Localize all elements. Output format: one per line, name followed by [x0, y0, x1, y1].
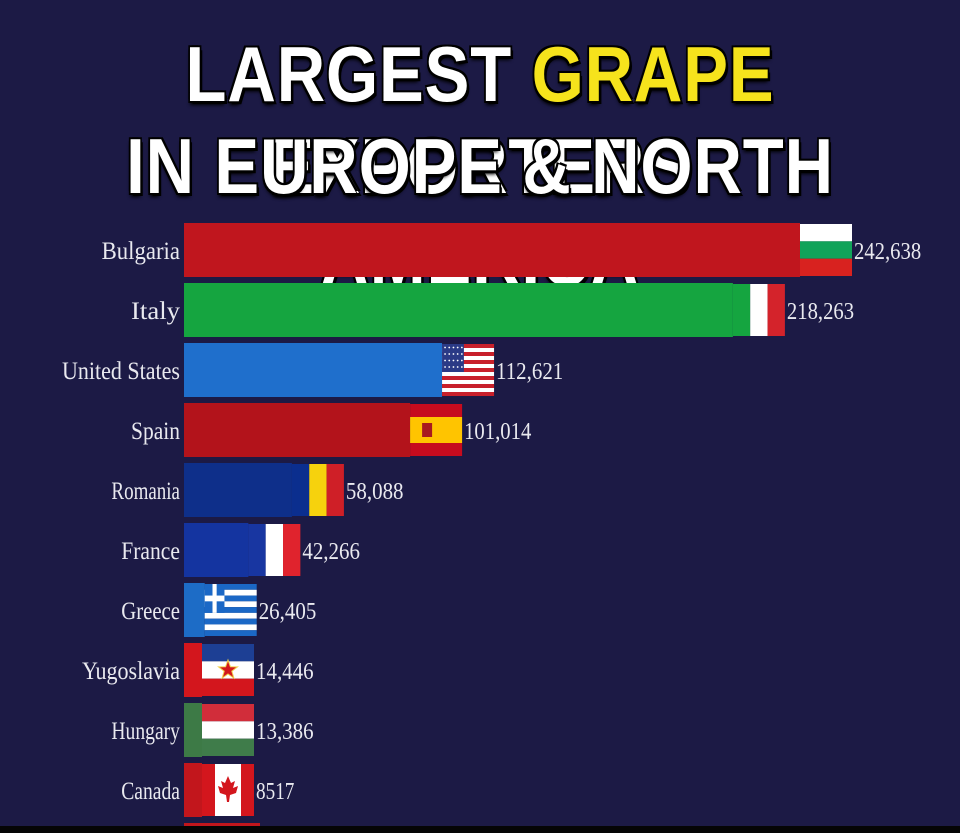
- title-highlight: GRAPE: [531, 30, 775, 118]
- bar: [184, 523, 249, 577]
- bottom-strip: [0, 826, 960, 833]
- yugoslavia-flag: [202, 644, 254, 696]
- category-label: Bulgaria: [102, 238, 180, 265]
- category-label: Romania: [111, 478, 180, 505]
- value-label: 42,266: [302, 539, 360, 565]
- bar: [184, 763, 202, 817]
- bar: [184, 583, 205, 637]
- value-label: 101,014: [464, 419, 531, 445]
- title-suffix: EXPORTERS: [269, 122, 691, 210]
- romania-flag: [291, 464, 344, 516]
- category-label: Greece: [121, 598, 180, 625]
- bar: [184, 643, 202, 697]
- bar-row: Canada 8517: [121, 763, 294, 817]
- category-label: Italy: [131, 298, 181, 325]
- bar-row: France 42,266: [121, 523, 360, 577]
- title-prefix: LARGEST: [185, 30, 513, 118]
- value-label: 26,405: [259, 599, 317, 625]
- value-label: 218,263: [787, 299, 854, 325]
- bar-row: Greece 26,405: [121, 583, 316, 637]
- chart-title-line-1: LARGEST GRAPE EXPORTERS: [67, 28, 893, 212]
- canada-flag: [202, 764, 254, 816]
- value-label: 13,386: [256, 719, 314, 745]
- category-label: France: [121, 538, 180, 565]
- spain-flag: [410, 404, 463, 456]
- bar: [184, 283, 733, 337]
- hungary-flag: [202, 704, 254, 756]
- value-label: 8517: [256, 779, 294, 805]
- bar: [184, 703, 202, 757]
- bar: [184, 223, 800, 277]
- bar-row: Italy 218,263: [131, 283, 854, 337]
- france-flag: [248, 524, 301, 576]
- category-label: Hungary: [111, 718, 180, 745]
- category-label: Canada: [121, 778, 180, 805]
- bar: [184, 343, 443, 397]
- value-label: 112,621: [496, 359, 563, 385]
- value-label: 58,088: [346, 479, 404, 505]
- usa-flag: [442, 344, 495, 396]
- bar: [184, 403, 411, 457]
- bar-row: Yugoslavia 14,446: [82, 643, 314, 697]
- bar-row: Hungary 13,386: [111, 703, 314, 757]
- bar: [184, 463, 292, 517]
- bulgaria-flag: [800, 224, 852, 276]
- value-label: 14,446: [256, 659, 314, 685]
- category-label: United States: [62, 358, 180, 385]
- bar-row: United States 112,621: [62, 343, 563, 397]
- greece-flag: [204, 584, 257, 636]
- bar-row: Bulgaria 242,638: [102, 223, 921, 277]
- category-label: Yugoslavia: [82, 658, 180, 685]
- italy-flag: [732, 284, 785, 336]
- category-label: Spain: [131, 418, 180, 445]
- bar-row: Romania 58,088: [111, 463, 404, 517]
- value-label: 242,638: [854, 239, 921, 265]
- bar-row: Spain 101,014: [131, 403, 531, 457]
